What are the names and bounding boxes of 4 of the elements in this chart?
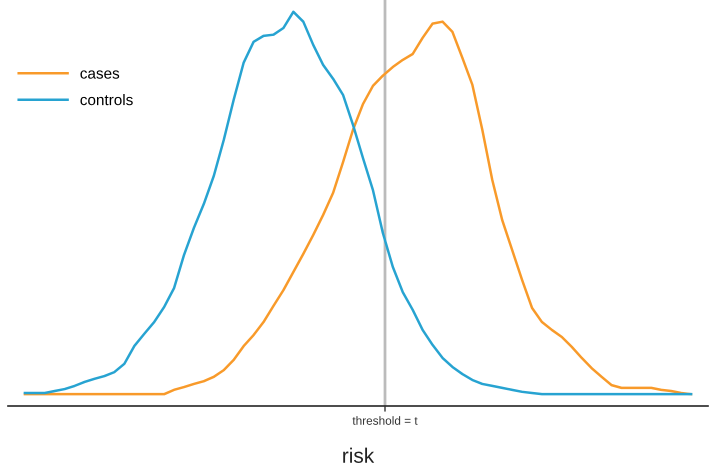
legend-label: cases bbox=[80, 70, 120, 79]
x-axis-title: risk bbox=[343, 448, 374, 463]
legend-label: controls bbox=[80, 94, 133, 106]
text: threshold = t bbox=[352, 416, 418, 425]
